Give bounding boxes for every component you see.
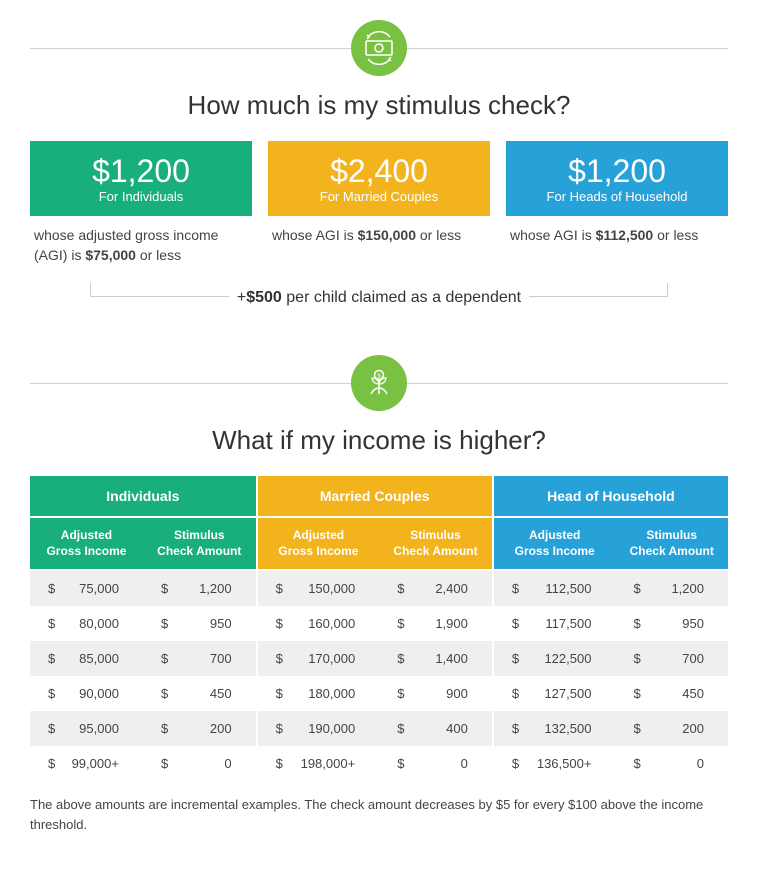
table-cell: $400 [379,711,493,746]
table-cell: $700 [143,641,257,676]
table-row: $75,000$1,200$150,000$2,400$112,500$1,20… [30,570,728,606]
card-top: $2,400 For Married Couples [268,141,490,216]
table-cell: $95,000 [30,711,143,746]
bracket-post: per child claimed as a dependent [282,289,521,306]
sub-header: AdjustedGross Income [257,517,380,570]
sub-header: AdjustedGross Income [30,517,143,570]
table-cell: $1,900 [379,606,493,641]
table-cell: $198,000+ [257,746,380,781]
card-amount: $1,200 [40,155,242,187]
amount-card: $1,200 For Heads of Household whose AGI is… [506,141,728,265]
table-cell: $200 [143,711,257,746]
money-icon [351,20,407,76]
sub-header: StimulusCheck Amount [615,517,728,570]
group-header: Individuals [30,476,257,517]
table-cell: $150,000 [257,570,380,606]
card-top: $1,200 For Individuals [30,141,252,216]
group-header: Married Couples [257,476,493,517]
table-cell: $122,500 [493,641,616,676]
sub-header: AdjustedGross Income [493,517,616,570]
table-cell: $160,000 [257,606,380,641]
table-cell: $136,500+ [493,746,616,781]
table-cell: $1,400 [379,641,493,676]
card-label: For Individuals [40,189,242,204]
section-2-header: $ What if my income is higher? [30,355,728,456]
sub-header: StimulusCheck Amount [379,517,493,570]
section-1-header: How much is my stimulus check? [30,20,728,121]
card-desc: whose AGI is $150,000 or less [268,216,490,246]
footnote: The above amounts are incremental exampl… [30,795,728,834]
table-row: $95,000$200$190,000$400$132,500$200 [30,711,728,746]
table-cell: $75,000 [30,570,143,606]
amount-card: $2,400 For Married Couples whose AGI is $1… [268,141,490,265]
table-cell: $99,000+ [30,746,143,781]
income-table: IndividualsMarried CouplesHead of Househ… [30,476,728,781]
card-label: For Heads of Household [516,189,718,204]
table-cell: $950 [615,606,728,641]
card-desc: whose adjusted gross income (AGI) is $75… [30,216,252,265]
income-table-wrap: IndividualsMarried CouplesHead of Househ… [30,476,728,781]
amount-card: $1,200 For Individuals whose adjusted gros… [30,141,252,265]
card-label: For Married Couples [278,189,480,204]
card-amount: $2,400 [278,155,480,187]
growth-icon: $ [351,355,407,411]
table-cell: $80,000 [30,606,143,641]
table-row: $85,000$700$170,000$1,400$122,500$700 [30,641,728,676]
table-cell: $170,000 [257,641,380,676]
card-amount: $1,200 [516,155,718,187]
section-1-title: How much is my stimulus check? [30,90,728,121]
table-cell: $117,500 [493,606,616,641]
table-cell: $190,000 [257,711,380,746]
table-cell: $700 [615,641,728,676]
table-row: $99,000+$0$198,000+$0$136,500+$0 [30,746,728,781]
per-child-note: +$500 per child claimed as a dependent [90,283,668,315]
table-cell: $2,400 [379,570,493,606]
table-cell: $1,200 [143,570,257,606]
card-desc: whose AGI is $112,500 or less [506,216,728,246]
table-cell: $85,000 [30,641,143,676]
table-cell: $132,500 [493,711,616,746]
table-row: $90,000$450$180,000$900$127,500$450 [30,676,728,711]
table-cell: $1,200 [615,570,728,606]
sub-header: StimulusCheck Amount [143,517,257,570]
table-cell: $90,000 [30,676,143,711]
card-top: $1,200 For Heads of Household [506,141,728,216]
table-cell: $0 [143,746,257,781]
table-cell: $0 [615,746,728,781]
bracket-pre: + [237,289,246,306]
table-cell: $112,500 [493,570,616,606]
table-cell: $127,500 [493,676,616,711]
bracket-bold: $500 [246,289,282,306]
table-cell: $900 [379,676,493,711]
table-cell: $200 [615,711,728,746]
table-cell: $180,000 [257,676,380,711]
table-row: $80,000$950$160,000$1,900$117,500$950 [30,606,728,641]
table-cell: $450 [615,676,728,711]
table-cell: $450 [143,676,257,711]
section-2-title: What if my income is higher? [30,425,728,456]
group-header: Head of Household [493,476,728,517]
table-cell: $0 [379,746,493,781]
amount-cards: $1,200 For Individuals whose adjusted gros… [30,141,728,265]
table-cell: $950 [143,606,257,641]
